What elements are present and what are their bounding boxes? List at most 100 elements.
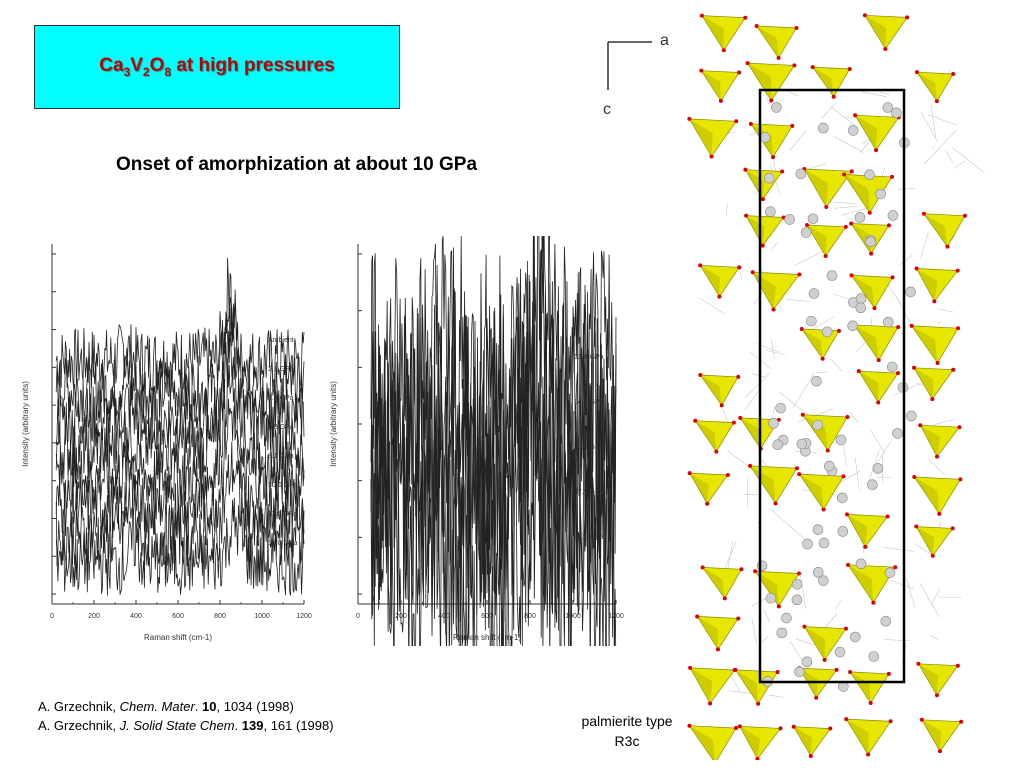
- bond-line: [920, 231, 929, 259]
- oxygen-atom: [790, 123, 795, 128]
- calcium-atom: [847, 320, 858, 332]
- calcium-atom: [823, 460, 835, 472]
- reference-2: A. Grzechnik, J. Solid State Chem. 139, …: [38, 718, 334, 733]
- tetrahedron-face: [916, 526, 935, 556]
- series-line: [370, 324, 617, 646]
- bond-line: [744, 391, 759, 411]
- oxygen-atom: [717, 294, 722, 299]
- calcium-atom: [865, 236, 876, 248]
- oxygen-atom: [821, 507, 826, 512]
- tetrahedron-face: [920, 425, 940, 457]
- series-line: [370, 368, 617, 646]
- x-tick-label: 1200: [296, 613, 312, 620]
- bond-line: [914, 543, 933, 556]
- calcium-atom: [812, 567, 824, 578]
- series-label: 8.1 GPa: [268, 453, 294, 460]
- calcium-atom: [771, 102, 782, 113]
- calcium-atom: [855, 302, 867, 314]
- oxygen-atom: [856, 369, 861, 374]
- oxygen-atom: [722, 596, 727, 601]
- bond-line: [951, 146, 985, 174]
- tetrahedron-face: [914, 367, 934, 400]
- oxygen-atom: [945, 244, 950, 249]
- tetrahedron-face: [806, 224, 827, 257]
- oxygen-atom: [709, 154, 714, 159]
- calcium-atom: [880, 615, 892, 627]
- oxygen-atom: [849, 221, 854, 226]
- bond-line: [821, 101, 837, 119]
- oxygen-atom: [934, 454, 939, 459]
- references: A. Grzechnik, Chem. Mater. 10, 1034 (199…: [38, 697, 334, 735]
- tetrahedron-face: [804, 626, 826, 660]
- tetrahedron-face: [864, 15, 886, 50]
- oxygen-atom: [736, 374, 741, 379]
- oxygen-atom: [916, 661, 921, 666]
- bond-line: [937, 320, 942, 325]
- calcium-atom: [847, 125, 859, 136]
- x-tick-label: 800: [214, 613, 226, 620]
- oxygen-atom: [799, 326, 804, 331]
- tetrahedron-face: [799, 474, 824, 510]
- bond-line: [879, 91, 890, 96]
- bond-line: [930, 103, 936, 138]
- oxygen-atom: [733, 667, 738, 672]
- oxygen-atom: [743, 167, 748, 172]
- series-line: [55, 441, 305, 567]
- oxygen-atom: [737, 265, 742, 270]
- oxygen-atom: [797, 272, 802, 277]
- crystal-lattice: [687, 13, 985, 760]
- bond-line: [921, 112, 938, 142]
- bond-line: [727, 541, 734, 571]
- oxygen-atom: [914, 70, 919, 75]
- calcium-atom: [864, 169, 875, 181]
- bond-line: [784, 626, 788, 630]
- tetrahedron-face: [793, 726, 813, 756]
- oxygen-atom: [959, 719, 964, 724]
- oxygen-atom: [886, 223, 891, 228]
- bond-line: [770, 508, 806, 540]
- bond-line: [751, 619, 758, 645]
- bond-line: [842, 441, 847, 467]
- axis-a-label: a: [660, 32, 669, 49]
- bond-line: [792, 373, 815, 409]
- bond-line: [725, 204, 728, 216]
- oxygen-atom: [847, 66, 852, 71]
- oxygen-atom: [890, 275, 895, 280]
- oxygen-atom: [956, 326, 961, 331]
- bond-line: [938, 596, 962, 599]
- calcium-atom: [772, 439, 784, 451]
- bond-line: [884, 639, 910, 642]
- series-label: 17.9 GPa: [574, 489, 604, 496]
- oxygen-atom: [748, 463, 753, 468]
- calcium-atom: [812, 419, 823, 431]
- oxygen-atom: [705, 501, 710, 506]
- title-box: Ca3V2O8 at high pressures: [34, 25, 400, 109]
- oxygen-atom: [771, 155, 776, 160]
- calcium-atom: [892, 428, 903, 439]
- tetrahedron-face: [812, 67, 834, 97]
- oxygen-atom: [737, 724, 742, 729]
- oxygen-atom: [849, 273, 854, 278]
- oxygen-atom: [695, 614, 700, 619]
- calcium-atom: [872, 463, 884, 474]
- calcium-atom: [868, 651, 880, 662]
- series-label: 13.0 GPa: [268, 540, 298, 547]
- oxygen-atom: [760, 197, 765, 202]
- calcium-atom: [791, 594, 803, 606]
- calcium-atom: [765, 592, 777, 604]
- bond-line: [835, 599, 842, 610]
- tetrahedron-face: [804, 168, 829, 207]
- bond-line: [766, 350, 786, 355]
- oxygen-atom: [932, 299, 937, 304]
- x-tick-label: 600: [481, 613, 493, 620]
- oxygen-atom: [800, 412, 805, 417]
- bond-line: [931, 589, 940, 604]
- oxygen-atom: [734, 119, 739, 124]
- calcium-atom: [837, 492, 848, 504]
- oxygen-atom: [962, 213, 967, 218]
- oxygen-atom: [756, 701, 761, 706]
- calcium-atom: [849, 631, 861, 643]
- oxygen-atom: [794, 466, 799, 471]
- calcium-atom: [821, 326, 833, 338]
- oxygen-atom: [951, 367, 956, 372]
